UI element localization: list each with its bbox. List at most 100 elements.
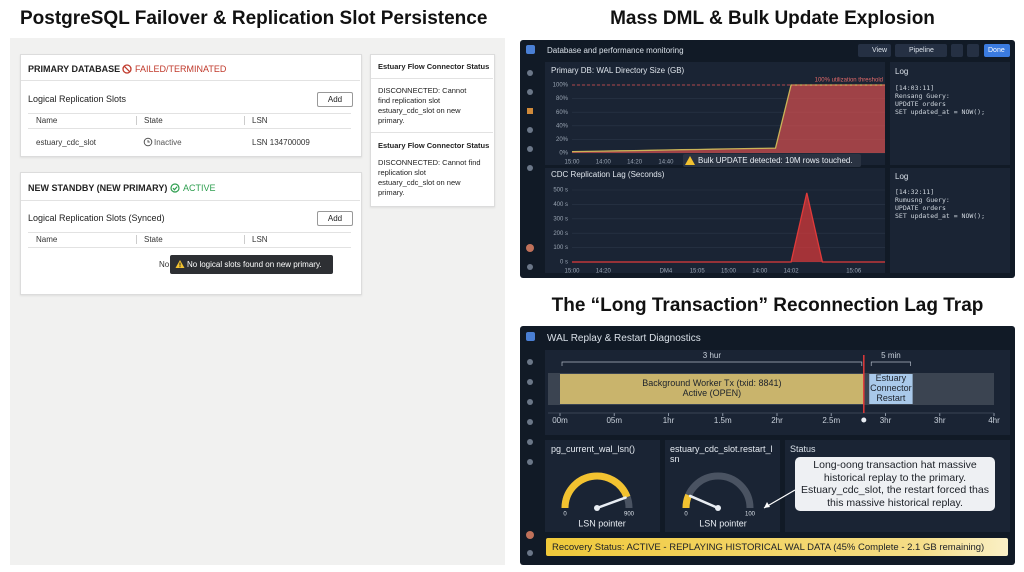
column-header: Name [36,235,58,244]
pipeline-button[interactable] [895,44,947,57]
panel-title: Mass DML & Bulk Update Explosion [610,8,935,29]
button-label[interactable]: Done [988,47,1005,54]
span-label: Background Worker Tx (txid: 8841) Active … [642,378,781,398]
y-tick-label: 20% [556,137,569,143]
table-cell: estuary_cdc_slot [36,138,97,147]
connector-title: Estuary Flow Connector Status [378,62,490,71]
gauge-title: estuary_cdc_slot.restart_lsn [670,444,773,464]
line [572,192,885,263]
tooltip [170,255,333,274]
x-tick-label: 1.5m [714,416,732,425]
standby-card [20,172,362,295]
clock-icon [143,137,153,147]
log-pane [890,168,1010,273]
gauge-pane [665,440,780,532]
callout: Long-oong transaction hat massive histor… [795,457,995,511]
y-tick-label: 0 s [560,260,568,266]
done-button[interactable] [984,44,1010,57]
connector-message: DISCONNECTED: Cannot find replication sl… [378,158,481,197]
search-button[interactable] [951,44,963,57]
callout-arrowhead [764,502,770,508]
card-heading: NEW STANDBY (NEW PRIMARY) [28,183,168,193]
log-line: Rensang Guery: [895,92,950,100]
divider [371,78,493,79]
column-sep [244,235,245,244]
x-tick-label: 15:00 [564,269,580,275]
log-line: SET updated_at = NOW(); [895,212,986,220]
log-title: Log [895,172,909,181]
column-header: Name [36,116,58,125]
nav-icon [527,165,533,171]
area [572,85,885,153]
empty-text: No [159,260,170,269]
nav-icon [527,439,533,445]
x-tick-label: 14:40 [658,160,674,166]
x-tick-label: 3hr [880,416,892,425]
status-badge: ACTIVE [183,183,216,193]
card-heading: PRIMARY DATABASE [28,64,121,74]
y-tick-label: 400 s [553,202,568,208]
refresh-button[interactable] [967,44,979,57]
table-cell: Inactive [154,138,182,147]
gauge-max: 100 [745,512,756,518]
y-tick-label: 300 s [553,216,568,222]
nav-icon [527,419,533,425]
logo [526,45,535,54]
logo [526,332,535,341]
log-pane [890,62,1010,165]
span-label-line: Restart [876,393,906,403]
y-tick-label: 100% [553,83,569,89]
x-tick-label: 00m [552,416,568,425]
x-tick-label: 14:20 [627,160,643,166]
warning-icon [175,260,185,268]
x-tick-label: DM4 [660,269,673,275]
tooltip-text: No logical slots found on new primary. [187,260,322,269]
status-badge: FAILED/TERMINATED [135,64,227,74]
add-button[interactable]: Add [317,211,353,226]
gauge-hub [594,505,600,511]
x-tick-label: 14:02 [784,269,800,275]
gauge-max: 900 [624,512,635,518]
view-button[interactable] [858,44,891,57]
column-sep [136,235,137,244]
nav-icon [527,89,533,95]
x-tick-label: 05m [606,416,622,425]
add-button[interactable]: Add [317,92,353,107]
span-duration: 5 min [881,351,901,360]
nav-icon [527,70,533,76]
table-cell: LSN 134700009 [252,138,310,147]
x-tick-label: 4hr [988,416,1000,425]
x-tick-label: 3hr [934,416,946,425]
button-label[interactable]: Pipeline [909,47,934,54]
y-tick-label: 500 s [553,188,568,194]
span-bracket [561,361,863,366]
log-title: Log [895,67,909,76]
gauge-fill [561,472,631,509]
nav-icon [527,146,533,152]
divider [21,80,360,81]
log-line: [14:03:11] [895,84,935,92]
log-line: UPDATE orders [895,204,946,212]
connector-title: Estuary Flow Connector Status [378,141,490,150]
section-title: Logical Replication Slots [28,94,127,104]
y-tick-label: 60% [556,110,569,116]
button-label[interactable]: View [872,47,888,54]
table-header [28,232,351,248]
primary-card [20,54,362,157]
gauge-fill [682,493,692,509]
y-tick-label: 100 s [553,245,568,251]
gauge-hub [715,505,721,511]
panel-title: PostgreSQL Failover & Replication Slot P… [20,8,488,29]
span-label-line: Active (OPEN) [683,388,742,398]
progress-bar [546,538,1008,556]
panel-heading: WAL Replay & Restart Diagnostics [547,333,701,344]
column-header: LSN [252,235,268,244]
log-line: UPDdTE orders [895,100,946,108]
avatar [526,531,534,539]
gauge-min: 0 [563,512,567,518]
gauge-pane [545,440,660,532]
span-bar [560,374,864,404]
span-duration: 3 hur [703,351,722,360]
